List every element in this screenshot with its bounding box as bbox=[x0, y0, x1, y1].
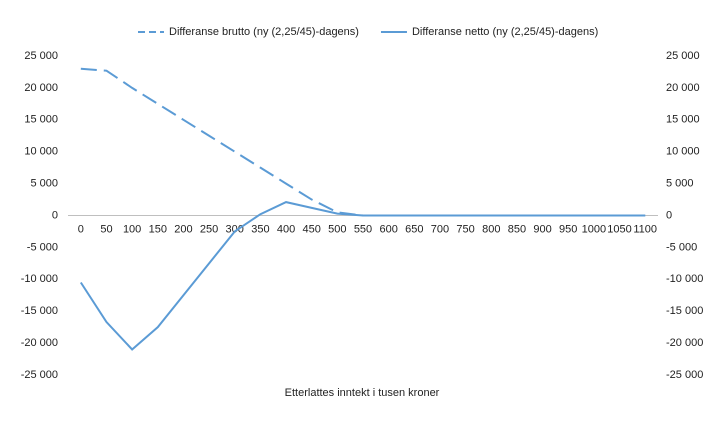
x-tick-label: 1000 bbox=[582, 223, 606, 235]
legend-label: Differanse brutto (ny (2,25/45)-dagens) bbox=[169, 26, 359, 38]
y2-tick-label: -15 000 bbox=[666, 305, 703, 317]
x-tick-label: 0 bbox=[78, 223, 84, 235]
x-axis-title: Etterlattes inntekt i tusen kroner bbox=[285, 387, 440, 399]
x-tick-label: 850 bbox=[508, 223, 526, 235]
x-tick-label: 1050 bbox=[607, 223, 631, 235]
x-tick-label: 750 bbox=[456, 223, 474, 235]
x-tick-label: 500 bbox=[328, 223, 346, 235]
x-tick-label: 300 bbox=[226, 223, 244, 235]
series-line bbox=[79, 201, 646, 351]
y-tick-label: -20 000 bbox=[21, 337, 58, 349]
y-tick-label: 5 000 bbox=[30, 178, 58, 190]
x-tick-label: 650 bbox=[405, 223, 423, 235]
y-tick-label: -10 000 bbox=[21, 273, 58, 285]
y-tick-label: 0 bbox=[52, 209, 58, 221]
x-tick-label: 600 bbox=[379, 223, 397, 235]
x-tick-label: 1100 bbox=[633, 223, 657, 235]
y2-tick-label: 0 bbox=[666, 209, 672, 221]
x-tick-label: 950 bbox=[559, 223, 577, 235]
y-tick-label: -5 000 bbox=[27, 241, 58, 253]
x-tick-label: 200 bbox=[174, 223, 192, 235]
legend-label: Differanse netto (ny (2,25/45)-dagens) bbox=[412, 26, 598, 38]
y-tick-label: 15 000 bbox=[24, 114, 58, 126]
y2-tick-label: 20 000 bbox=[666, 82, 700, 94]
y2-tick-label: -10 000 bbox=[666, 273, 703, 285]
series-line bbox=[80, 67, 646, 217]
x-tick-label: 900 bbox=[533, 223, 551, 235]
x-tick-label: 50 bbox=[100, 223, 112, 235]
y-tick-label: 25 000 bbox=[24, 50, 58, 62]
y2-tick-label: 25 000 bbox=[666, 50, 700, 62]
y2-tick-label: -25 000 bbox=[666, 369, 703, 381]
x-tick-label: 450 bbox=[303, 223, 321, 235]
y-tick-label: 20 000 bbox=[24, 82, 58, 94]
y2-tick-label: 15 000 bbox=[666, 114, 700, 126]
y-tick-label: 10 000 bbox=[24, 146, 58, 158]
x-tick-label: 400 bbox=[277, 223, 295, 235]
y2-tick-label: -20 000 bbox=[666, 337, 703, 349]
x-tick-label: 150 bbox=[149, 223, 167, 235]
y2-tick-label: -5 000 bbox=[666, 241, 697, 253]
x-tick-label: 250 bbox=[200, 223, 218, 235]
y2-tick-label: 5 000 bbox=[666, 178, 694, 190]
x-tick-label: 800 bbox=[482, 223, 500, 235]
y-tick-label: -15 000 bbox=[21, 305, 58, 317]
x-tick-label: 100 bbox=[123, 223, 141, 235]
x-tick-label: 350 bbox=[251, 223, 269, 235]
y2-tick-label: 10 000 bbox=[666, 146, 700, 158]
x-tick-label: 550 bbox=[354, 223, 372, 235]
x-tick-label: 700 bbox=[431, 223, 449, 235]
y-tick-label: -25 000 bbox=[21, 369, 58, 381]
